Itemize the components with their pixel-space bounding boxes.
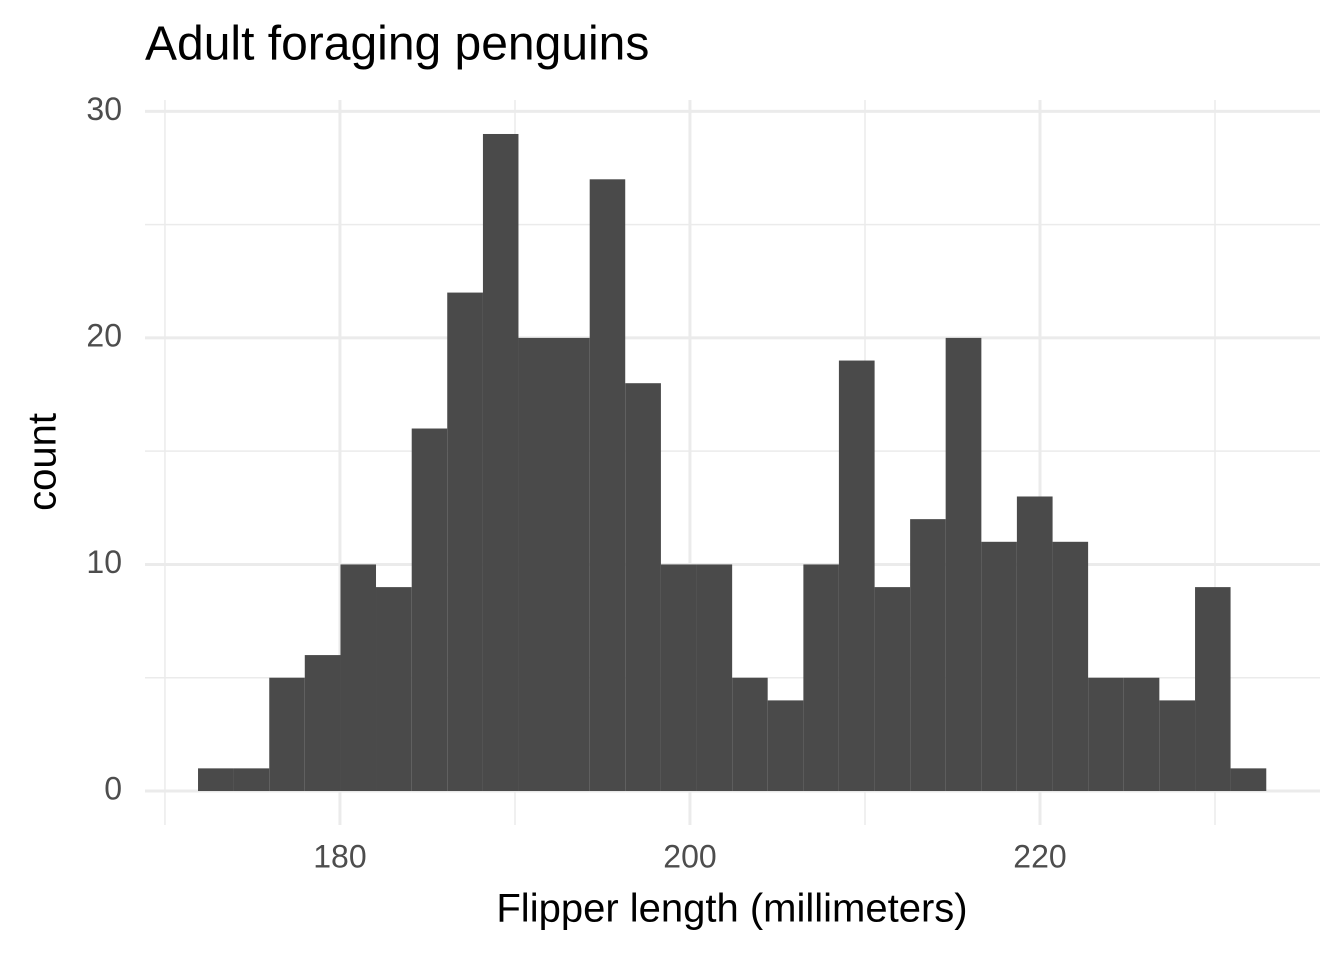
bar: [233, 768, 270, 792]
bar: [340, 564, 377, 792]
chart-title: Adult foraging penguins: [145, 18, 649, 71]
bar: [1016, 496, 1053, 792]
bar: [625, 383, 661, 792]
bar: [660, 564, 697, 792]
x-axis-title: Flipper length (millimeters): [496, 887, 967, 931]
bar: [910, 519, 946, 792]
bar: [767, 700, 804, 792]
bar: [269, 677, 305, 792]
bar: [1159, 700, 1196, 792]
bar: [198, 768, 234, 792]
y-tick-label: 30: [86, 91, 122, 127]
bar: [874, 587, 911, 792]
y-tick-label: 10: [86, 544, 122, 580]
bar: [803, 564, 839, 792]
x-tick-label: 220: [1013, 838, 1066, 874]
x-tick-label: 200: [663, 838, 716, 874]
bar: [447, 292, 483, 792]
bar: [732, 677, 768, 792]
y-tick-label: 20: [86, 317, 122, 353]
bar: [981, 541, 1017, 792]
bar: [1230, 768, 1267, 792]
bar: [411, 428, 448, 792]
y-tick-label: 0: [104, 770, 122, 806]
bar: [1052, 541, 1089, 792]
bar: [1088, 677, 1124, 792]
bar: [482, 133, 519, 792]
bar: [838, 360, 875, 792]
bar: [518, 337, 554, 792]
bar: [304, 655, 341, 792]
bar: [376, 587, 412, 792]
x-tick-label: 180: [313, 838, 366, 874]
bar: [696, 564, 733, 792]
y-axis-title: count: [21, 413, 65, 511]
bar: [1195, 587, 1231, 792]
bar: [945, 337, 982, 792]
bar: [553, 337, 590, 792]
bar: [1123, 677, 1160, 792]
bar: [589, 179, 626, 792]
